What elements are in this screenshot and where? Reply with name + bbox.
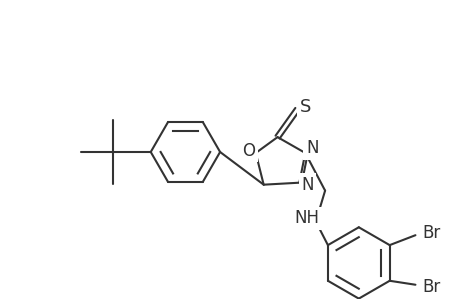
Text: N: N: [305, 139, 318, 157]
Text: O: O: [242, 142, 255, 160]
Text: NH: NH: [294, 209, 319, 227]
Text: Br: Br: [421, 224, 439, 242]
Text: Br: Br: [421, 278, 439, 296]
Text: N: N: [300, 176, 313, 194]
Text: S: S: [299, 98, 310, 116]
